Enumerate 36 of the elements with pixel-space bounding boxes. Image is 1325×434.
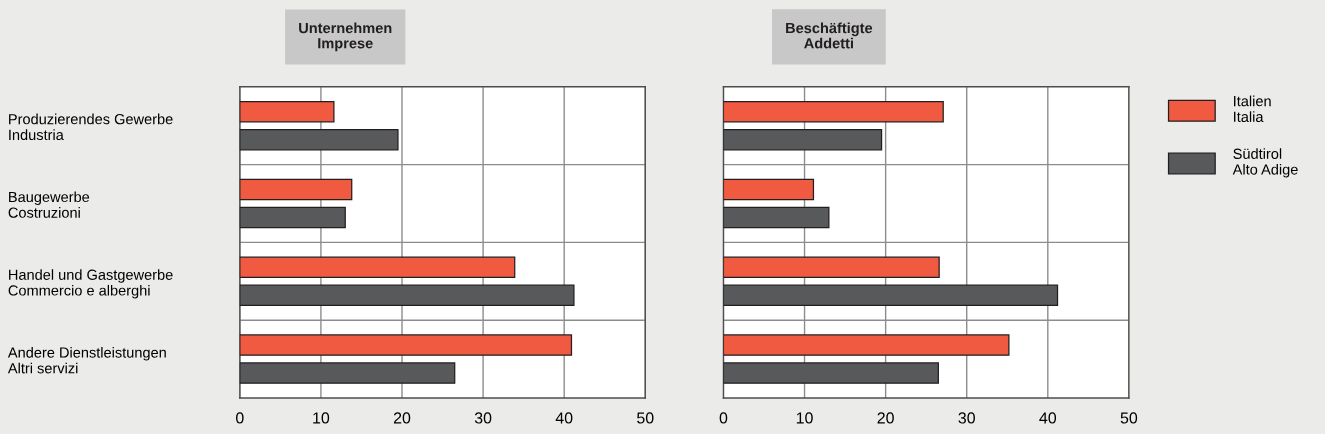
bar [239, 100, 335, 123]
x-tick-label: 0 [719, 412, 728, 424]
chart-title: Beschäftigte Addetti [786, 22, 873, 49]
bar [239, 334, 573, 356]
bar [723, 178, 815, 201]
x-tick-label: 20 [877, 412, 894, 424]
y-tick-label: Baugewerbe Costruzioni [8, 191, 90, 218]
x-tick-label: 10 [796, 412, 813, 424]
x-tick-label: 40 [555, 412, 573, 424]
bar [239, 128, 399, 151]
x-tick-label: 50 [637, 412, 654, 424]
legend-label: Südtirol Alto Adige [1232, 148, 1298, 178]
bar [723, 284, 1059, 307]
bar [723, 334, 1010, 356]
x-tick-label: 40 [1039, 412, 1057, 424]
bar [723, 100, 944, 123]
x-tick-label: 10 [313, 412, 330, 424]
bar [723, 128, 883, 151]
chart-title: Unternehmen Imprese [299, 22, 392, 52]
bar [239, 178, 353, 201]
bar [239, 284, 575, 307]
y-tick-label: Andere Dienstleistungen Altri servizi [7, 347, 166, 374]
y-tick-label: Produzierendes Gewerbe Industria [9, 113, 173, 141]
bar [723, 362, 939, 384]
x-tick-label: 30 [958, 412, 975, 424]
x-tick-label: 0 [236, 412, 244, 424]
bar [239, 206, 346, 229]
bar [723, 256, 940, 279]
x-tick-label: 50 [1120, 412, 1138, 424]
x-tick-label: 30 [474, 412, 492, 424]
legend-label: Italien Italia [1234, 95, 1271, 122]
x-tick-label: 20 [393, 412, 411, 424]
y-tick-label: Handel und Gastgewerbe Commercio e alberghi [8, 269, 173, 299]
bar [239, 362, 456, 384]
bar [239, 256, 516, 279]
bar [723, 206, 830, 229]
